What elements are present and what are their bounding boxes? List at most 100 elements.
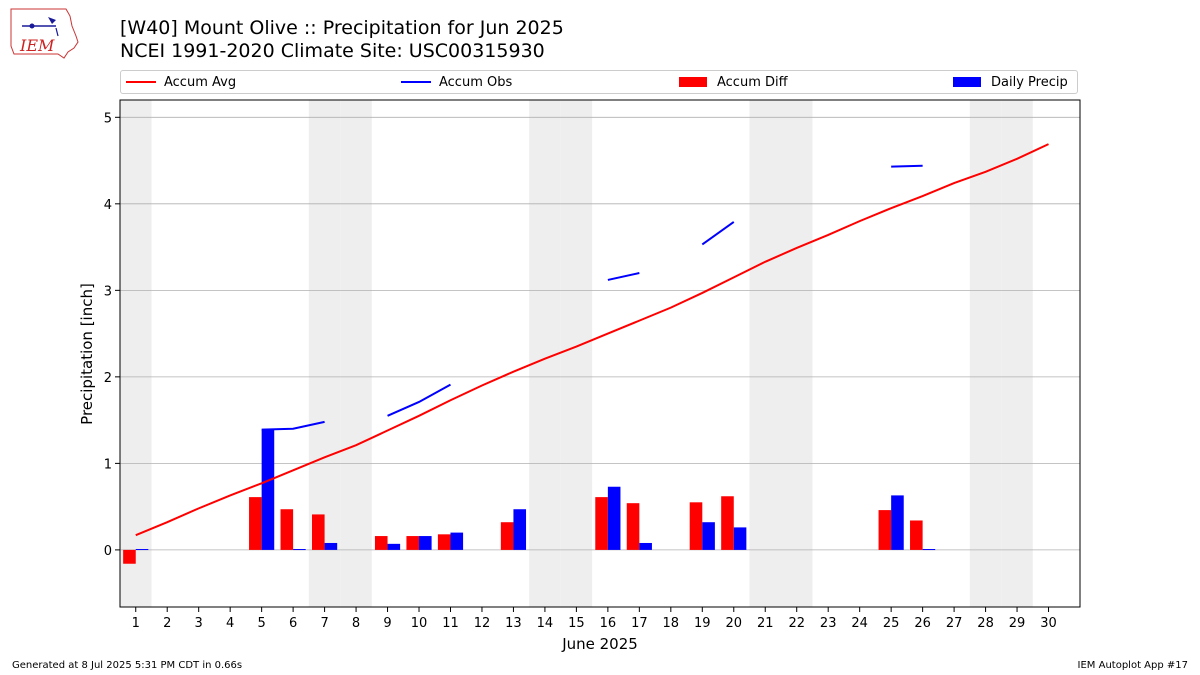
x-tick-label-28: 28 <box>977 616 994 631</box>
legend-label-daily-precip: Daily Precip <box>991 74 1068 90</box>
legend-item-daily-precip: Daily Precip <box>953 71 1068 93</box>
weekend-band-day-1 <box>120 100 152 607</box>
x-tick-label-18: 18 <box>663 616 680 631</box>
y-tick-label-5: 5 <box>104 111 112 126</box>
x-tick-label-30: 30 <box>1040 616 1057 631</box>
bar-daily-precip-day-10 <box>419 536 432 550</box>
legend-swatch-daily-precip <box>953 77 981 87</box>
line-accum-obs-segment-1 <box>387 383 451 417</box>
bar-accum-diff-day-25 <box>878 510 892 550</box>
legend-label-accum-avg: Accum Avg <box>164 74 237 90</box>
bar-daily-precip-day-13 <box>513 509 527 550</box>
legend-item-accum-obs: Accum Obs <box>401 71 512 93</box>
iem-logo: IEM <box>10 8 79 59</box>
x-tick-label-25: 25 <box>883 616 900 631</box>
legend-item-accum-avg: Accum Avg <box>126 71 236 93</box>
bar-accum-diff-day-13 <box>500 522 514 550</box>
y-tick-label-4: 4 <box>104 198 112 213</box>
legend-label-accum-obs: Accum Obs <box>439 74 513 90</box>
chart-title: [W40] Mount Olive :: Precipitation for J… <box>120 17 564 39</box>
x-tick-label-23: 23 <box>820 616 837 631</box>
weekend-band-day-22 <box>780 100 813 607</box>
x-tick-label-12: 12 <box>474 616 491 631</box>
x-tick-label-7: 7 <box>320 616 328 631</box>
x-tick-label-1: 1 <box>132 616 140 631</box>
x-tick-label-20: 20 <box>725 616 742 631</box>
bar-daily-precip-day-25 <box>891 495 904 550</box>
bar-daily-precip-day-1 <box>135 549 149 551</box>
line-accum-obs-segment-3 <box>701 221 735 246</box>
x-tick-label-2: 2 <box>163 616 171 631</box>
x-tick-label-17: 17 <box>631 616 648 631</box>
weekend-band-day-15 <box>560 100 593 607</box>
bar-daily-precip-day-11 <box>450 532 464 550</box>
x-tick-label-27: 27 <box>946 616 963 631</box>
line-accum-obs-segment-2 <box>607 272 640 281</box>
x-tick-label-5: 5 <box>257 616 265 631</box>
x-tick-label-9: 9 <box>383 616 391 631</box>
line-accum-avg <box>135 143 1049 537</box>
x-tick-label-19: 19 <box>694 616 711 631</box>
x-tick-label-11: 11 <box>442 616 459 631</box>
x-axis-label: June 2025 <box>561 635 638 653</box>
x-tick-label-29: 29 <box>1009 616 1026 631</box>
bar-daily-precip-day-9 <box>387 543 401 550</box>
line-accum-obs-segment-0 <box>261 420 325 431</box>
y-tick-label-0: 0 <box>104 544 112 559</box>
legend: Accum Avg Accum Obs Accum Diff Daily Pre… <box>120 70 1078 94</box>
bar-daily-precip-day-26 <box>922 549 936 551</box>
bars <box>123 429 936 564</box>
logo-text: IEM <box>19 36 55 55</box>
bar-accum-diff-day-9 <box>374 536 388 550</box>
x-tick-label-4: 4 <box>226 616 234 631</box>
bar-accum-diff-day-26 <box>910 520 923 550</box>
x-tick-label-22: 22 <box>788 616 805 631</box>
bar-accum-diff-day-11 <box>437 534 451 550</box>
bar-daily-precip-day-6 <box>293 549 306 551</box>
y-tick-label-2: 2 <box>104 371 112 386</box>
x-tick-label-10: 10 <box>411 616 428 631</box>
bar-accum-diff-day-6 <box>280 509 294 550</box>
lines <box>135 143 1049 537</box>
line-accum-obs-segment-4 <box>891 164 923 168</box>
x-tick-label-13: 13 <box>505 616 522 631</box>
footer-generated: Generated at 8 Jul 2025 5:31 PM CDT in 0… <box>12 660 243 671</box>
bar-accum-diff-day-17 <box>626 503 640 550</box>
weekend-band-day-28 <box>969 100 1002 607</box>
legend-swatch-accum-avg <box>126 81 156 83</box>
legend-swatch-accum-obs <box>401 81 431 83</box>
x-tick-label-14: 14 <box>537 616 554 631</box>
bar-daily-precip-day-17 <box>639 542 652 550</box>
bar-accum-diff-day-19 <box>689 502 703 550</box>
y-axis-label: Precipitation [inch] <box>78 283 96 425</box>
x-tick-label-8: 8 <box>352 616 360 631</box>
x-tick-label-15: 15 <box>568 616 585 631</box>
bar-accum-diff-day-7 <box>312 514 325 550</box>
bar-accum-diff-day-20 <box>721 496 734 550</box>
plot-frame <box>119 99 1081 608</box>
bar-daily-precip-day-5 <box>261 429 275 550</box>
x-tick-label-24: 24 <box>851 616 868 631</box>
weekend-band-day-21 <box>749 100 781 607</box>
bar-daily-precip-day-19 <box>702 522 715 550</box>
x-tick-label-26: 26 <box>914 616 931 631</box>
bar-accum-diff-day-1 <box>123 549 136 564</box>
legend-label-accum-diff: Accum Diff <box>717 74 788 90</box>
weekend-band-day-29 <box>1001 100 1033 607</box>
weekend-band-day-14 <box>529 100 561 607</box>
bar-accum-diff-day-10 <box>406 536 420 550</box>
x-tick-label-21: 21 <box>757 616 774 631</box>
footer-app: IEM Autoplot App #17 <box>1077 660 1188 671</box>
bar-accum-diff-day-16 <box>595 497 608 550</box>
x-tick-label-6: 6 <box>289 616 297 631</box>
y-tick-label-3: 3 <box>104 284 112 299</box>
legend-swatch-accum-diff <box>679 77 707 87</box>
weekend-band-day-8 <box>340 100 372 607</box>
y-tick-label-1: 1 <box>104 457 112 472</box>
bar-daily-precip-day-16 <box>607 486 621 550</box>
x-tick-label-3: 3 <box>195 616 203 631</box>
bar-daily-precip-day-7 <box>324 542 338 550</box>
bar-daily-precip-day-20 <box>733 527 747 550</box>
